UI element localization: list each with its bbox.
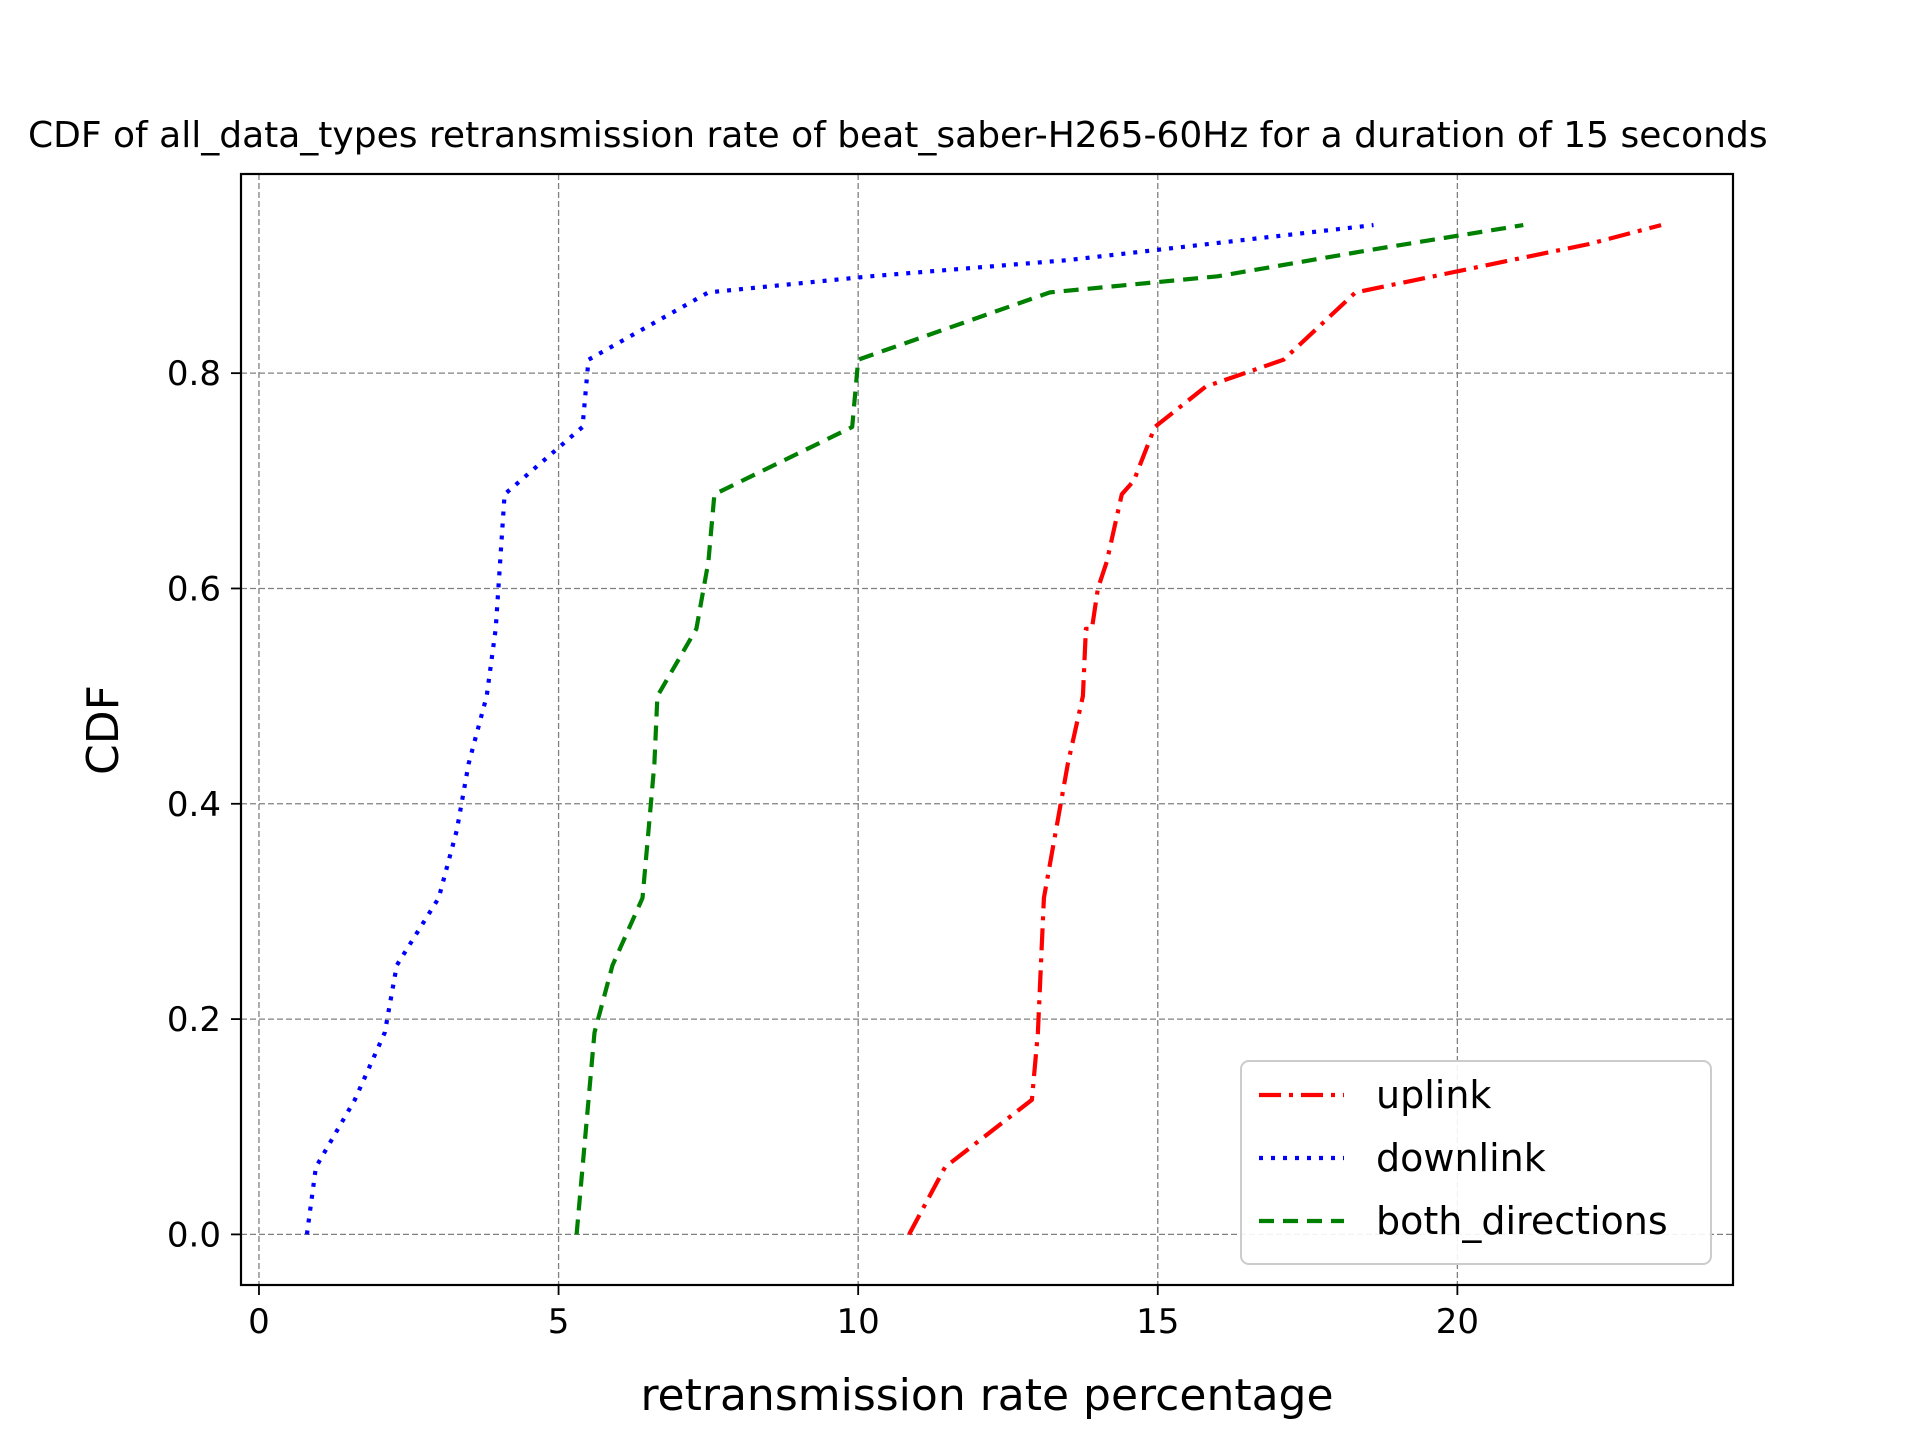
x-tick-label: 0 xyxy=(248,1302,270,1342)
legend-label: uplink xyxy=(1376,1073,1491,1117)
x-tick-label: 15 xyxy=(1136,1302,1179,1342)
y-axis-label: CDF xyxy=(78,685,129,775)
y-tick-label: 0.6 xyxy=(167,569,221,609)
series-line-downlink xyxy=(304,223,1374,1235)
legend-box xyxy=(1240,1060,1712,1265)
series-line-uplink xyxy=(907,223,1662,1236)
legend-label: downlink xyxy=(1376,1136,1546,1180)
chart-title: CDF of all_data_types retransmission rat… xyxy=(28,115,1768,156)
y-tick-label: 0.2 xyxy=(167,1000,221,1040)
x-tick-label: 10 xyxy=(837,1302,880,1342)
legend-label: both_directions xyxy=(1376,1199,1668,1243)
y-tick-label: 0.0 xyxy=(167,1215,221,1255)
x-axis-label: retransmission rate percentage xyxy=(640,1370,1333,1421)
y-tick-label: 0.4 xyxy=(167,785,221,825)
plot-frame xyxy=(239,172,1735,1287)
axis-ticks: 0 5 10 15 20 0.0 0.2 0.4 0.6 0.8 xyxy=(167,354,1479,1342)
series-lines xyxy=(304,223,1662,1236)
x-tick-label: 20 xyxy=(1436,1302,1479,1342)
legend: uplink downlink both_directions xyxy=(1240,1060,1712,1265)
x-tick-label: 5 xyxy=(548,1302,570,1342)
y-tick-label: 0.8 xyxy=(167,354,221,394)
series-line-both-directions xyxy=(574,223,1524,1235)
